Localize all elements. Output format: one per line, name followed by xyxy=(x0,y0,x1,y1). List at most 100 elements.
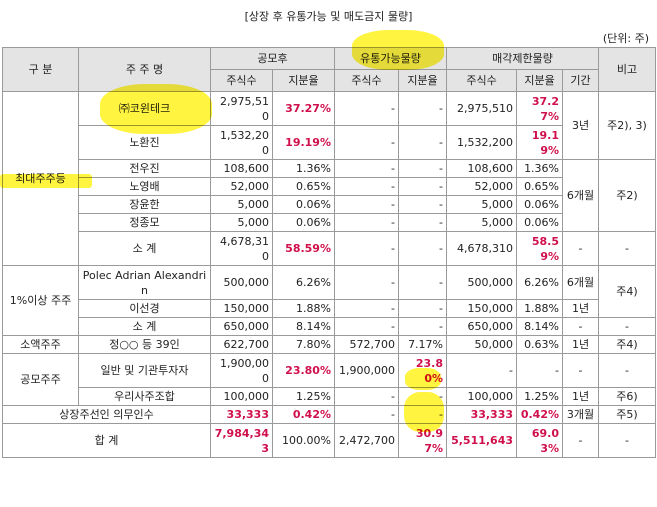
header-row: 주식수 지분율 주식수 지분율 주식수 지분율 기간 xyxy=(3,69,656,92)
cell: 500,000 xyxy=(446,265,518,300)
cell: 장윤한 xyxy=(78,195,211,214)
cell: 7,984,343 xyxy=(210,423,273,458)
cell: - xyxy=(598,423,657,458)
cell: 최대주주등 xyxy=(2,91,79,266)
cell: 50,000 xyxy=(446,335,518,354)
cell: - xyxy=(397,387,448,406)
cell: 5,000 xyxy=(446,195,518,214)
row: 상장주선인 의무인수 33,333 0.42% - -33,333 0.42% 3개월 주5) xyxy=(2,405,657,424)
cell: 4,678,310 xyxy=(446,231,518,266)
cell: 37.27% xyxy=(272,91,335,126)
cell: - xyxy=(397,317,448,336)
cell: 6개월 xyxy=(562,159,600,232)
cell: - xyxy=(334,231,399,266)
cell: 5,000 xyxy=(210,195,273,214)
cell: 주2), 3) xyxy=(598,91,657,160)
cell: - xyxy=(334,159,399,178)
cell: 소액주주 xyxy=(2,335,79,354)
cell: 1.36% xyxy=(272,159,335,178)
cell: 주5) xyxy=(598,405,657,424)
cell: 108,600 xyxy=(446,159,518,178)
cell: 52,000 xyxy=(446,177,518,196)
row: 최대주주등 ㈜코윈테크 2,975,510 37.27% - -2,975,510 37.2… xyxy=(2,91,657,266)
header-cell: 주식수 xyxy=(210,69,273,92)
cell: 108,600 xyxy=(210,159,273,178)
cell: 3년 xyxy=(562,91,600,160)
cell: 19.19% xyxy=(516,125,564,160)
header-cell: 기간 xyxy=(562,69,600,92)
cell: - xyxy=(397,159,448,178)
cell: 650,000 xyxy=(446,317,518,336)
cell: - xyxy=(516,353,564,388)
row: 노영배 52,000 0.65% - -52,000 0.65% xyxy=(3,177,656,196)
cell: 합 계 xyxy=(2,423,211,458)
header-cell: 비고 xyxy=(598,47,657,92)
cell: 5,000 xyxy=(210,213,273,232)
cell: 정종모 xyxy=(78,213,211,232)
cell: - xyxy=(397,231,448,266)
header-cell: 주 주 명 xyxy=(78,47,211,92)
cell: 19.19% xyxy=(272,125,335,160)
cell: - xyxy=(446,353,518,388)
header-row: 구 분 주 주 명 공모후 유통가능물량 매각제한물량 비고 xyxy=(2,47,657,92)
cell: 52,000 xyxy=(210,177,273,196)
cell: 2,975,510 xyxy=(446,91,518,126)
cell: ㈜코윈테크 xyxy=(78,91,211,126)
lockup-table: 구 분 주 주 명 공모후 유통가능물량 매각제한물량 비고 주식수 지분율 주… xyxy=(2,47,657,458)
cell: - xyxy=(334,405,399,424)
row: 1%이상 주주 Polec Adrian Alexandrin 500,000 6.2… xyxy=(2,265,657,336)
cell: 6.26% xyxy=(516,265,564,300)
cell: - xyxy=(334,91,399,126)
cell: 공모주주 xyxy=(2,353,79,406)
cell: 572,700 xyxy=(334,335,399,354)
cell: 1년 xyxy=(562,387,600,406)
cell: 상장주선인 의무인수 xyxy=(2,405,211,424)
header-cell: 구 분 xyxy=(2,47,79,92)
cell: 100.00% xyxy=(272,423,335,458)
cell: 0.06% xyxy=(272,195,335,214)
cell: 1.88% xyxy=(272,299,335,318)
cell: 이선경 xyxy=(78,299,211,318)
cell: 8.14% xyxy=(516,317,564,336)
row: 정종모 5,000 0.06% - -5,000 0.06% xyxy=(3,213,656,232)
cell: 0.06% xyxy=(516,195,564,214)
cell: 1,532,200 xyxy=(446,125,518,160)
cell: 2,975,510 xyxy=(210,91,273,126)
cell: - xyxy=(397,213,448,232)
cell: 0.65% xyxy=(272,177,335,196)
cell: 500,000 xyxy=(210,265,273,300)
cell: 0.06% xyxy=(272,213,335,232)
cell: 노영배 xyxy=(78,177,211,196)
header-cell: 주식수 xyxy=(334,69,399,92)
cell: 0.06% xyxy=(516,213,564,232)
cell: 1.25% xyxy=(516,387,564,406)
cell: 우리사주조합 xyxy=(78,387,211,406)
cell: 6.26% xyxy=(272,265,335,300)
row: 장윤한 5,000 0.06% - -5,000 0.06% xyxy=(3,195,656,214)
header-cell: 주식수 xyxy=(446,69,518,92)
cell: - xyxy=(562,317,600,336)
row: 합 계 7,984,343 100.00% 2,472,700 30.97% 5,511,… xyxy=(2,423,657,458)
cell: - xyxy=(334,265,399,300)
cell: 1%이상 주주 xyxy=(2,265,79,336)
cell: 5,000 xyxy=(446,213,518,232)
cell: 일반 및 기관투자자 xyxy=(78,353,211,388)
cell: - xyxy=(598,353,657,388)
cell: - xyxy=(397,299,448,318)
cell: - xyxy=(334,125,399,160)
cell: 1년 xyxy=(562,335,600,354)
cell: 0.65% xyxy=(516,177,564,196)
cell: 622,700 xyxy=(210,335,273,354)
cell: - xyxy=(397,265,448,300)
cell: 0.42% xyxy=(516,405,564,424)
row: 전우진 108,600 1.36% - -108,600 1.36% 6개월 주2) xyxy=(3,159,657,232)
cell: - xyxy=(598,317,657,336)
cell: 1,532,200 xyxy=(210,125,273,160)
cell: 33,333 xyxy=(446,405,518,424)
cell: 58.59% xyxy=(272,231,335,266)
cell: - xyxy=(397,91,448,126)
cell: 1.88% xyxy=(516,299,564,318)
cell: 4,678,310 xyxy=(210,231,273,266)
row: 공모주주 일반 및 기관투자자 1,900,000 23.80% 1,900,000 23… xyxy=(2,353,657,406)
